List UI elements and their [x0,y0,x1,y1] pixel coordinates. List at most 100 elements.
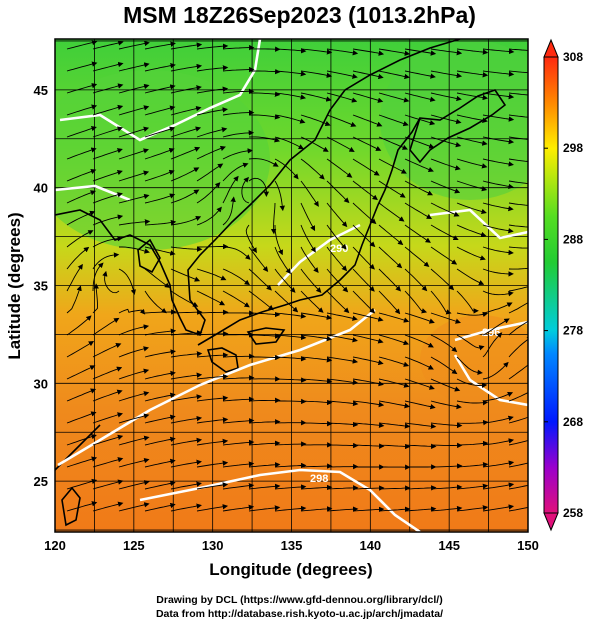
streamline [144,349,176,358]
streamline [196,163,224,182]
streamline [248,397,281,404]
streamline [508,158,528,162]
streamline [248,462,281,468]
streamline [118,346,150,358]
streamline [66,104,98,116]
x-tick-labels: 120 125 130 135 140 145 150 [44,538,539,553]
streamline [196,107,228,116]
streamline [300,246,319,274]
streamline [326,136,355,152]
streamline [196,482,229,490]
streamline [144,126,176,138]
colorbar-upper-arrow [543,38,559,58]
streamline [92,343,122,358]
streamline [222,268,250,286]
streamline [248,246,269,273]
streamline [66,478,98,490]
streamline [66,168,97,182]
streamline [301,420,333,427]
streamline [352,485,385,491]
streamline [378,136,408,150]
streamline [482,224,514,234]
streamline [404,224,431,243]
contour-label: 290 [330,243,348,255]
streamline [508,462,528,468]
streamline [118,324,150,336]
streamline [170,42,203,50]
streamline [170,189,200,204]
streamline [352,158,380,176]
streamline [352,290,376,314]
streamline [92,40,124,50]
streamline [66,434,97,446]
streamline [66,246,90,270]
streamline [430,463,463,469]
streamline [118,126,150,138]
streamline [144,268,171,288]
streamline [92,457,124,468]
streamline [508,416,528,424]
streamline [66,39,98,50]
streamline [430,48,463,56]
streamline [352,312,384,322]
streamline [274,462,307,469]
streamline [222,418,255,424]
streamline [456,246,486,261]
streamline [92,235,123,248]
streamline [170,372,203,380]
streamline [456,92,489,101]
streamline [508,136,528,140]
x-tick-label: 150 [517,538,539,553]
streamline [404,506,437,512]
streamline [196,438,229,446]
streamline [430,136,462,148]
streamline [248,440,281,446]
streamline [196,309,229,315]
streamline [456,158,488,169]
streamline [378,268,402,292]
streamline [196,504,229,512]
streamline [482,415,514,424]
streamline [508,202,528,206]
streamline [66,388,97,402]
streamline [404,180,434,196]
streamline [170,215,202,226]
streamline [170,394,203,402]
streamline [430,202,460,217]
streamline [144,436,176,446]
y-tick-label: 35 [34,279,48,294]
streamline [66,501,98,512]
streamline [196,417,229,424]
streamline [144,392,176,402]
streamline [144,502,176,512]
streamline [170,351,203,358]
footer-source: Data from http://database.rish.kyoto-u.a… [155,608,444,620]
y-tick-labels: 25 30 35 40 45 [34,83,48,489]
streamline [300,268,322,293]
streamline [456,311,489,318]
streamline [197,243,229,250]
streamline [170,309,203,315]
streamline [430,442,463,449]
streamline [456,48,489,55]
streamline [508,114,528,118]
streamline [144,219,177,226]
streamline [378,224,404,246]
streamline [352,202,377,225]
streamline [300,334,333,342]
streamline [66,210,96,226]
streamline [92,61,124,72]
streamline [326,378,359,386]
streamline [170,126,202,138]
streamline [326,485,359,491]
streamline [482,318,510,336]
streamline [196,43,229,50]
streamline [456,180,488,192]
streamline [326,400,359,407]
streamline [327,442,359,449]
streamline [300,506,333,512]
streamline [170,146,201,160]
streamline [222,375,255,381]
streamline [248,136,280,143]
